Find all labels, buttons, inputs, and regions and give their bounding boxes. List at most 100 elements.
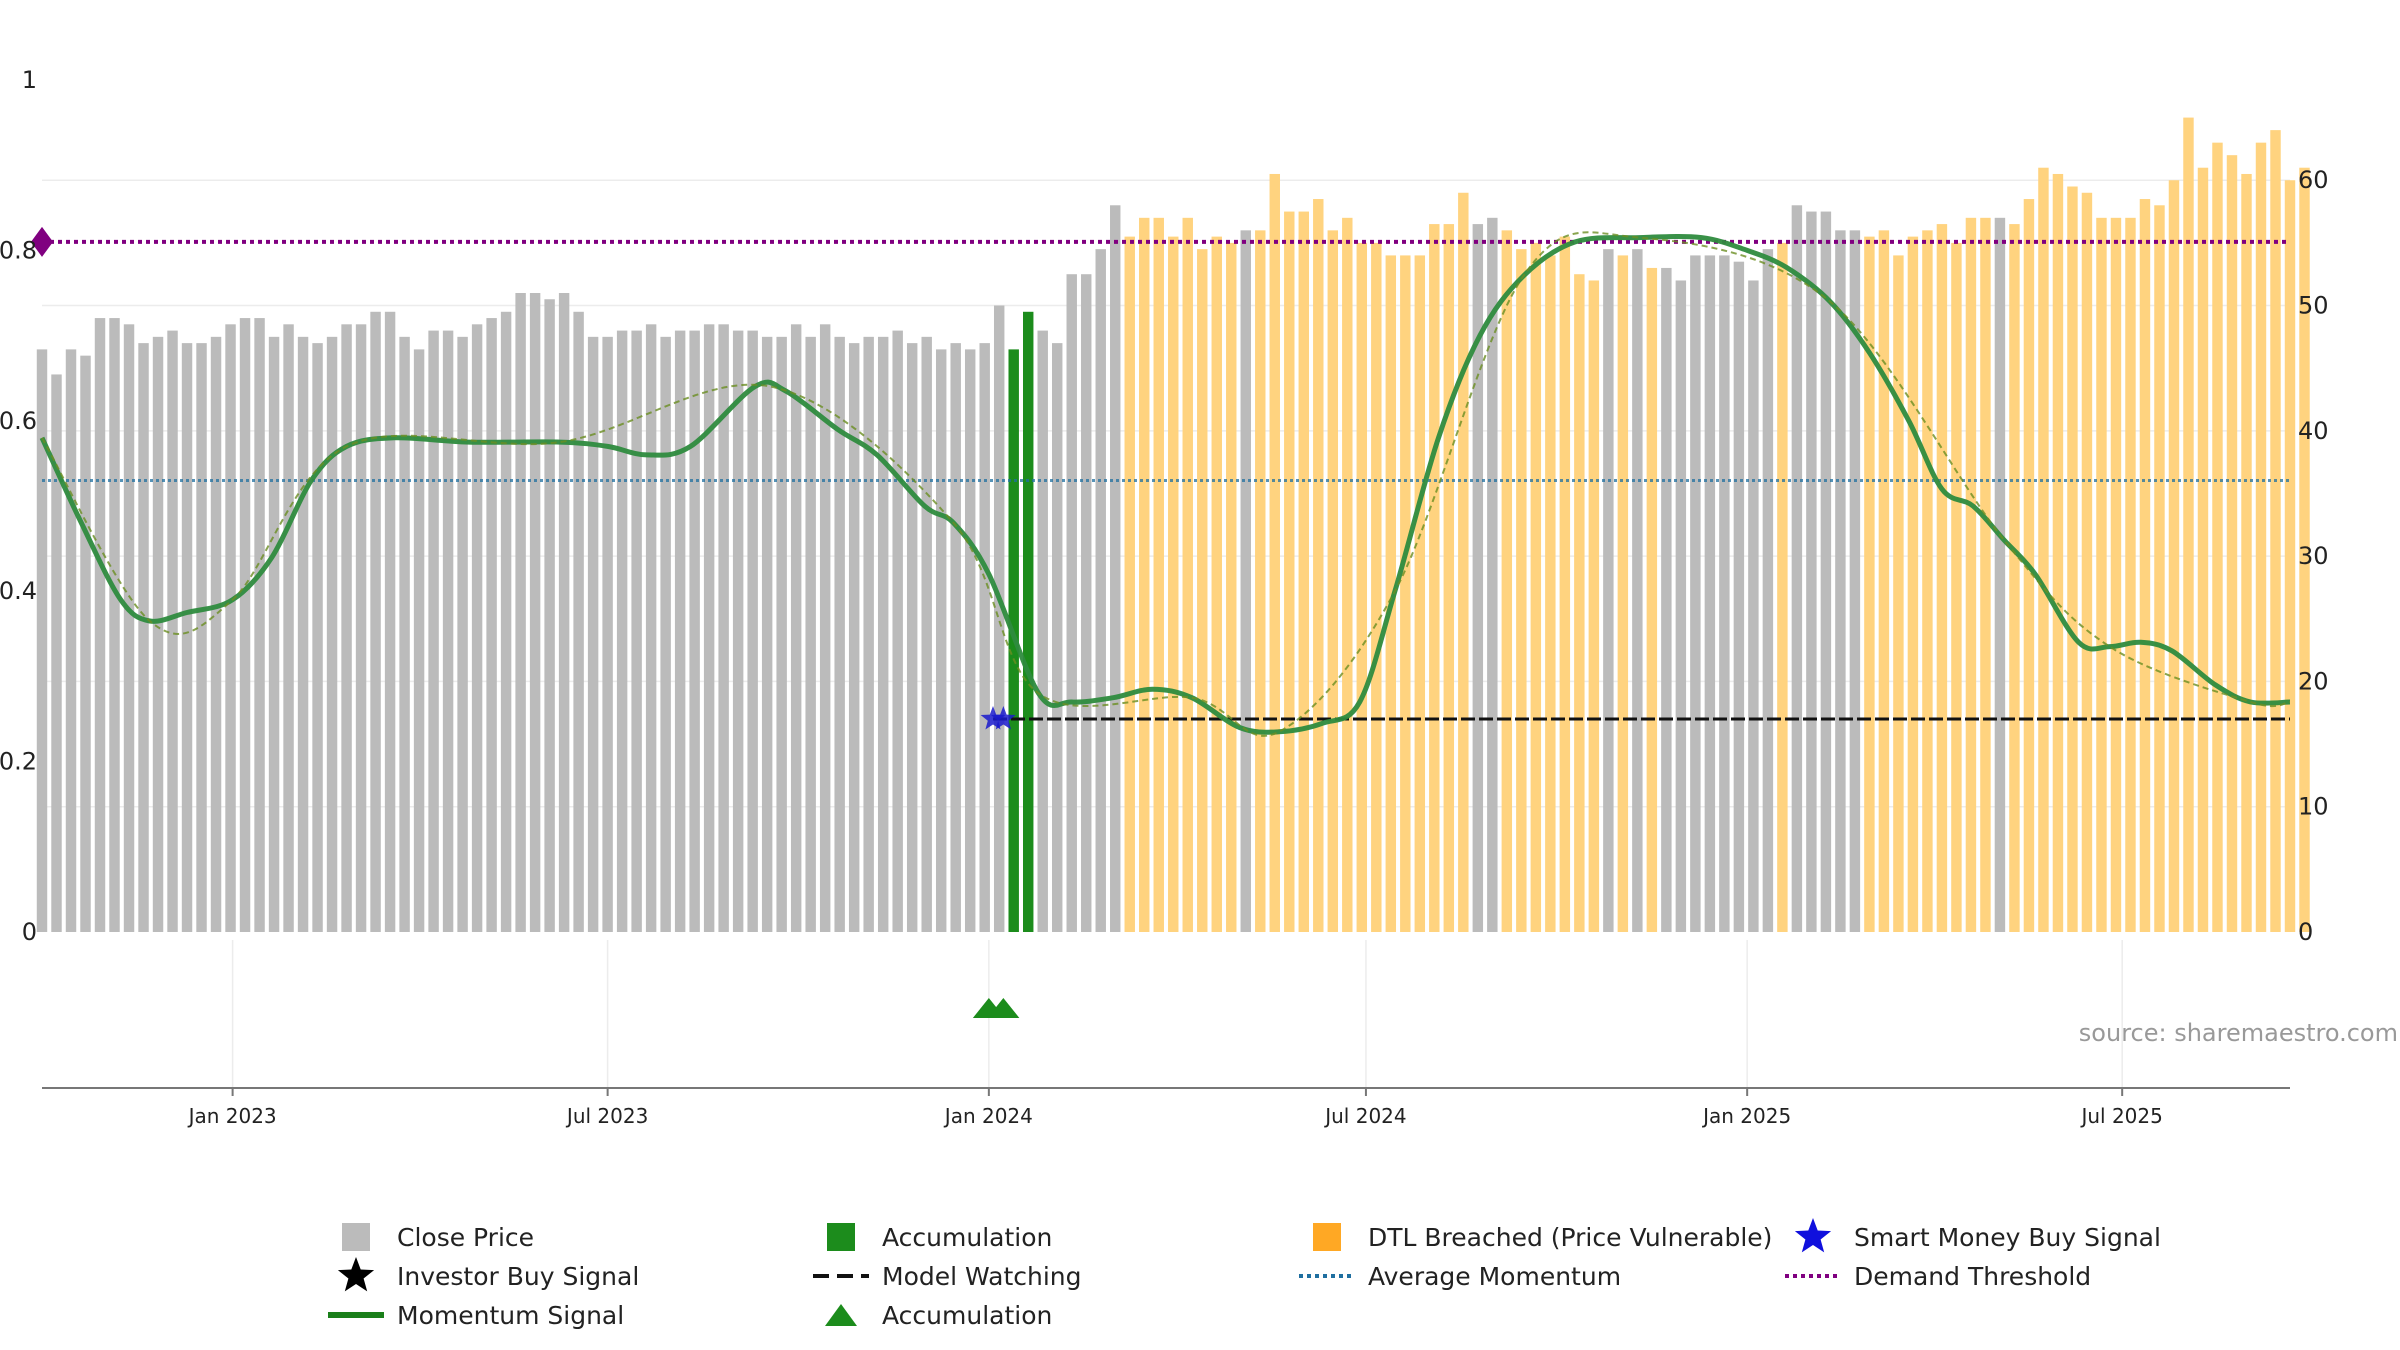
close-price-bar — [747, 330, 758, 933]
close-price-bar — [587, 336, 599, 933]
close-price-bar — [1559, 236, 1571, 932]
smart-money-buy-star — [980, 706, 1006, 730]
close-price-bar — [660, 336, 671, 933]
close-price-bar — [1617, 255, 1629, 932]
close-price-bar — [1052, 343, 1063, 932]
close-price-bar — [877, 336, 889, 933]
close-price-bar — [573, 311, 584, 932]
legend-item-label: Momentum Signal — [397, 1301, 624, 1330]
close-price-bar — [2241, 173, 2252, 933]
legend-item: Momentum Signal — [328, 1301, 624, 1330]
close-price-bar — [1719, 255, 1730, 932]
close-price-bar — [950, 343, 961, 932]
close-price-bar — [500, 311, 512, 932]
legend-item: Demand Threshold — [1785, 1262, 2091, 1291]
close-price-bar — [819, 324, 831, 932]
close-price-bar — [1777, 242, 1788, 932]
right-axis-tick-label: 20 — [2298, 667, 2329, 695]
close-price-bar — [1545, 255, 1556, 932]
close-price-bar — [1501, 230, 1513, 933]
close-price-bar — [2096, 217, 2107, 932]
close-price-bar — [1284, 211, 1295, 932]
close-price-bar — [442, 330, 454, 933]
right-axis-tick-label: 60 — [2298, 166, 2329, 194]
close-price-bar — [1197, 249, 1208, 932]
close-price-bar — [239, 318, 251, 932]
close-price-bar — [1820, 211, 1832, 932]
close-price-bar — [1443, 224, 1455, 933]
close-price-bar — [268, 336, 280, 933]
close-price-bar — [2197, 167, 2209, 932]
close-price-bar — [1806, 211, 1817, 932]
close-price-bar — [1646, 267, 1658, 932]
close-price-bar — [1965, 217, 1977, 932]
close-price-bar — [283, 324, 294, 932]
close-price-bar — [1864, 236, 1875, 932]
close-price-bar — [529, 293, 541, 932]
close-price-bar — [1414, 255, 1426, 932]
right-axis-tick-label: 50 — [2298, 292, 2329, 320]
close-price-bar — [1298, 211, 1309, 932]
legend-item: Investor Buy Signal — [337, 1257, 639, 1292]
legend-item: Smart Money Buy Signal — [1794, 1218, 2161, 1253]
close-price-bar — [776, 336, 787, 933]
close-price-bar — [1110, 205, 1121, 933]
close-price-bar — [1385, 255, 1397, 932]
close-price-bar — [674, 330, 686, 933]
reference-lines — [42, 239, 2290, 721]
right-axis-tick-label: 40 — [2298, 417, 2329, 445]
close-price-bar — [1429, 224, 1440, 933]
close-price-bar — [1530, 242, 1542, 932]
close-price-bar — [1936, 224, 1948, 933]
close-price-bar — [370, 311, 381, 932]
green-triangle-icon — [825, 1304, 857, 1326]
close-price-bar — [1980, 217, 1991, 932]
close-price-bar — [935, 349, 947, 932]
close-price-bar — [892, 330, 903, 933]
close-price-bar — [964, 349, 976, 932]
close-price-bar — [1226, 242, 1237, 932]
legend-item: Close Price — [342, 1223, 534, 1252]
close-price-bar — [1951, 242, 1962, 932]
close-price-bar — [703, 324, 715, 932]
close-price-bar — [1182, 217, 1193, 932]
signal-markers — [31, 226, 1020, 1018]
close-price-bar — [2284, 180, 2296, 933]
close-price-bar — [921, 336, 932, 933]
close-price-bar — [1516, 249, 1527, 932]
close-price-bar — [109, 318, 120, 932]
legend-item: Accumulation — [827, 1223, 1052, 1252]
close-price-bar — [1095, 249, 1106, 932]
close-price-bar — [384, 311, 396, 932]
close-price-bar — [2067, 186, 2078, 932]
demand-threshold-marker — [31, 226, 53, 257]
close-price-bar — [36, 349, 48, 932]
source-label: source: sharemaestro.com — [2079, 1019, 2398, 1047]
close-price-bar — [1168, 236, 1179, 932]
close-price-bar — [123, 324, 135, 932]
momentum-lines — [39, 231, 2291, 737]
close-price-bar — [1327, 230, 1339, 933]
legend-item-label: Accumulation — [882, 1223, 1052, 1252]
close-price-bar — [1791, 205, 1803, 933]
close-price-bar — [152, 336, 164, 933]
close-price-bar — [1487, 217, 1498, 932]
close-price-bar — [1255, 230, 1266, 933]
close-price-bar — [80, 355, 91, 932]
close-price-bar — [558, 293, 570, 932]
close-price-bar — [51, 374, 62, 932]
legend-item-label: Demand Threshold — [1854, 1262, 2091, 1291]
close-price-bar — [312, 343, 323, 932]
close-price-bar — [718, 324, 729, 932]
close-price-bar — [254, 318, 265, 932]
close-price-bar — [979, 343, 990, 932]
close-price-bar — [196, 343, 207, 932]
close-price-bar — [428, 330, 439, 933]
close-price-bar — [1704, 255, 1716, 932]
close-price-bar — [457, 336, 468, 933]
smart-money-buy-star — [991, 706, 1016, 730]
close-price-bar — [790, 324, 802, 932]
close-price-bar — [906, 343, 918, 932]
